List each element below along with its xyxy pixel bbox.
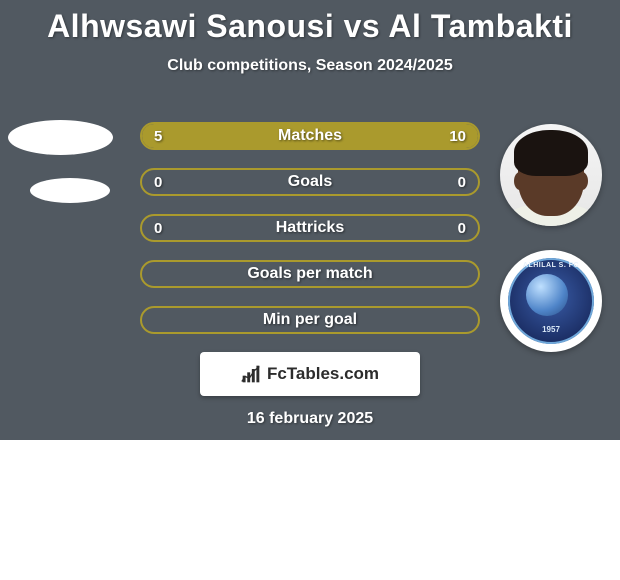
stat-right-value: 0 [458, 174, 466, 191]
stat-left-value: 0 [154, 174, 162, 191]
hair-shape [514, 130, 588, 176]
stat-label: Min per goal [263, 311, 357, 329]
crest-year: 1957 [508, 325, 594, 334]
stats-rows: 5 10 Matches 0 0 Goals 0 0 Hattricks Goals per ma… [140, 122, 480, 352]
stat-left-value: 5 [154, 128, 162, 145]
page-title: Alhwsawi Sanousi vs Al Tambakti [0, 0, 620, 45]
left-player-avatar-placeholder [8, 120, 113, 155]
date-line: 16 february 2025 [0, 410, 620, 428]
club-crest: ALHILAL S. FC 1957 [508, 258, 594, 344]
stat-label: Matches [278, 127, 342, 145]
right-club-logo: ALHILAL S. FC 1957 [500, 250, 602, 352]
stat-row: Goals per match [140, 260, 480, 288]
stat-label: Hattricks [276, 219, 344, 237]
subtitle: Club competitions, Season 2024/2025 [0, 57, 620, 75]
source-badge: FcTables.com [200, 352, 420, 396]
left-club-logo-placeholder [30, 178, 110, 203]
stat-row: 0 0 Hattricks [140, 214, 480, 242]
stat-row: Min per goal [140, 306, 480, 334]
badge-text: FcTables.com [267, 364, 379, 384]
stat-right-value: 0 [458, 220, 466, 237]
stat-right-value: 10 [449, 128, 466, 145]
stat-label: Goals [288, 173, 332, 191]
crest-text: ALHILAL S. FC [508, 262, 594, 269]
stat-row: 0 0 Goals [140, 168, 480, 196]
crest-ball [526, 274, 568, 316]
stat-label: Goals per match [247, 265, 372, 283]
bar-chart-icon [241, 364, 261, 384]
right-player-avatar [500, 124, 602, 226]
stat-left-value: 0 [154, 220, 162, 237]
stat-row: 5 10 Matches [140, 122, 480, 150]
comparison-card: Alhwsawi Sanousi vs Al Tambakti Club com… [0, 0, 620, 440]
